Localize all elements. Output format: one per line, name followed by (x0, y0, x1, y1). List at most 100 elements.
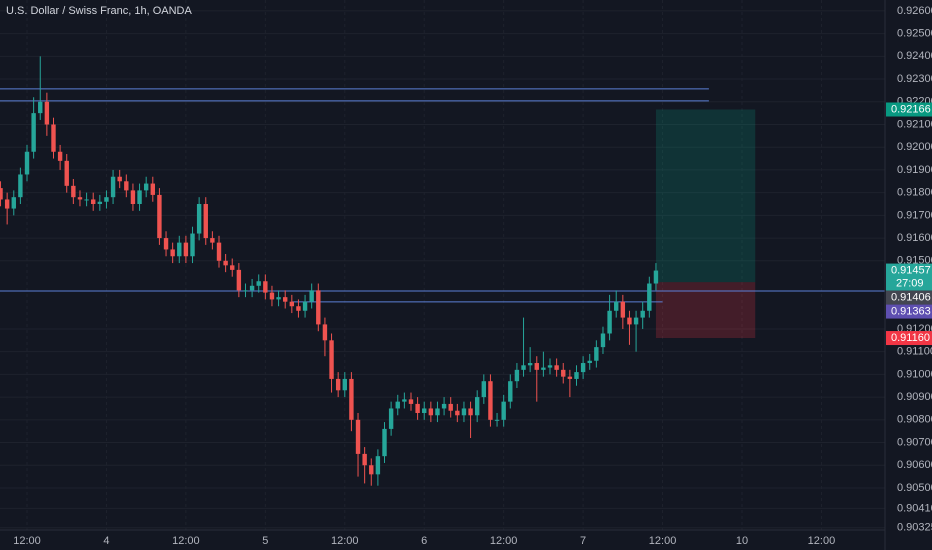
candle-body (196, 204, 202, 234)
candle-body (481, 381, 487, 398)
candle-body (428, 408, 434, 416)
candle-body (190, 233, 195, 257)
candle-body (594, 347, 599, 361)
price-label: 0.91406 (891, 291, 931, 303)
candle-body (18, 174, 23, 198)
candle-body (38, 101, 43, 114)
candle-body (587, 360, 592, 364)
candle-body (580, 363, 586, 373)
candle-body (24, 151, 30, 175)
chart-title: U.S. Dollar / Swiss Franc, 1h, OANDA (6, 5, 192, 17)
candle-body (574, 372, 579, 379)
candle-body (269, 292, 275, 300)
candle-body (157, 194, 162, 239)
candle-body (104, 197, 109, 202)
x-tick-label: 4 (103, 535, 109, 547)
candle-body (547, 365, 553, 368)
y-tick-label: 0.90325 (897, 522, 932, 534)
candle-body (91, 199, 96, 205)
candle-body (236, 269, 242, 291)
price-label-box (886, 331, 932, 346)
candle-body (534, 363, 539, 370)
candle-body (355, 419, 361, 454)
candle-body (527, 363, 533, 366)
candle-body (256, 281, 261, 286)
candle-body (501, 401, 506, 420)
grid (0, 0, 885, 530)
price-label-box (886, 263, 932, 291)
candle-body (110, 176, 116, 198)
candle-body (607, 310, 612, 334)
candle-body (647, 283, 652, 311)
candle-body (124, 181, 129, 191)
candle-body (435, 408, 440, 416)
candle-body (71, 185, 76, 198)
candle-body (614, 301, 619, 311)
candle-body (223, 260, 228, 266)
candle-body (342, 378, 347, 391)
price-label-box (886, 304, 932, 319)
candle-body (415, 403, 420, 414)
candle-body (441, 403, 447, 409)
x-tick-label: 10 (736, 535, 748, 547)
x-tick-label: 12:00 (490, 535, 518, 547)
candle-body (402, 399, 407, 402)
candle-body (455, 410, 460, 416)
x-tick-label: 12:00 (331, 535, 359, 547)
candle-body (468, 408, 473, 416)
candle-body (633, 317, 639, 325)
candle-body (243, 290, 248, 292)
candle-body (84, 199, 89, 201)
candle-body (143, 183, 149, 191)
candle-body (249, 285, 255, 291)
candle-body (653, 270, 659, 284)
price-label: 0.92166 (891, 103, 931, 115)
candle-body (0, 188, 3, 200)
candle-body (163, 238, 169, 250)
candle-body (369, 465, 374, 475)
candle-body (150, 183, 155, 195)
candle-body (561, 369, 566, 377)
countdown: 27:09 (896, 277, 924, 289)
candle-body (44, 101, 50, 125)
candle-body (508, 381, 513, 402)
candle-body (117, 176, 122, 182)
candle-body (488, 381, 493, 420)
price-label: 0.91363 (891, 305, 931, 317)
candle-body (183, 242, 189, 257)
candle-body (388, 408, 394, 429)
candle-body (554, 365, 559, 370)
candle-body (474, 397, 480, 416)
candle-body (177, 242, 182, 257)
price-label-box (886, 290, 932, 305)
candle-body (640, 310, 645, 318)
candle-body (422, 408, 427, 414)
candle-body (4, 199, 10, 209)
candle-body (77, 197, 83, 200)
x-tick-label: 12:00 (172, 535, 200, 547)
candle-body (521, 365, 526, 370)
x-tick-label: 12:00 (808, 535, 836, 547)
candle-body (329, 340, 334, 379)
candle-body (296, 306, 301, 311)
price-label: 0.91160 (891, 332, 930, 344)
candle-body (283, 297, 288, 302)
candle-body (137, 190, 142, 205)
price-label-box (886, 102, 932, 117)
candle-body (600, 333, 606, 348)
candle-body (322, 324, 328, 341)
candle-body (31, 113, 36, 152)
